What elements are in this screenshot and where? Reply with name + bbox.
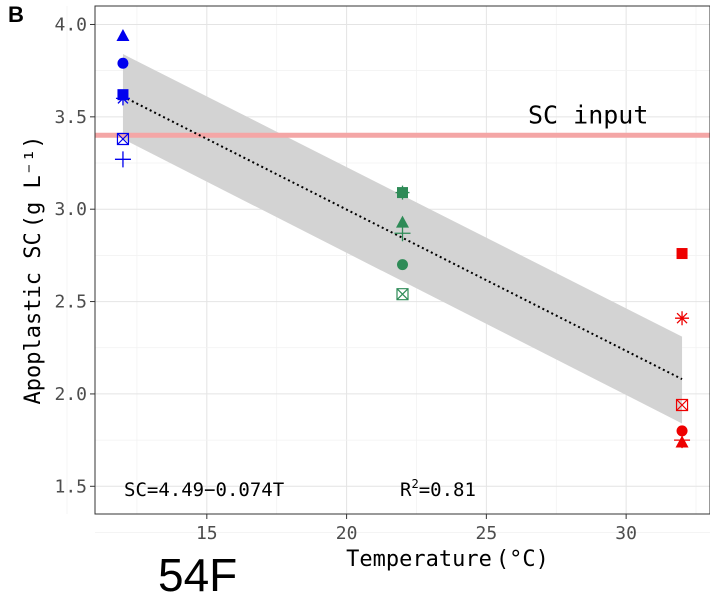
x-tick-label: 30 <box>615 523 637 544</box>
data-point-asterisk <box>395 185 410 200</box>
r-squared-symbol: R <box>400 479 412 501</box>
data-point-circle <box>117 57 129 69</box>
x-tick-label: 25 <box>476 523 498 544</box>
y-tick-label: 1.5 <box>54 476 87 497</box>
y-tick-label: 3.0 <box>54 199 87 220</box>
data-point-plus <box>394 225 411 242</box>
data-point-triangle <box>396 215 409 228</box>
data-point-circle <box>676 425 688 437</box>
data-point-asterisk <box>675 311 690 326</box>
sc-input-label: SC input <box>528 100 648 129</box>
data-point-boxed-x <box>116 132 130 146</box>
r-squared-value: =0.81 <box>419 479 476 501</box>
regression-equation: SC=4.49−0.074T <box>124 479 284 501</box>
y-tick-label: 3.5 <box>54 107 87 128</box>
data-point-triangle <box>675 435 689 448</box>
data-point-boxed-x <box>396 288 409 301</box>
y-tick-label: 2.5 <box>54 292 87 313</box>
y-axis-title-text: Apoplastic SC <box>21 232 46 404</box>
r-squared-label: R2=0.81 <box>400 477 476 501</box>
data-point-circle <box>397 259 408 271</box>
y-axis-title: Apoplastic SC (g L⁻¹) <box>21 136 46 405</box>
figure-label: 54F <box>158 549 238 601</box>
x-tick-label: 15 <box>196 523 218 544</box>
data-point-boxed-x <box>675 398 689 412</box>
data-point-plus <box>114 151 131 168</box>
y-tick-label: 4.0 <box>54 14 87 35</box>
x-axis-title: Temperature (°C) <box>346 547 549 572</box>
data-points <box>114 29 691 449</box>
data-point-asterisk <box>115 91 130 106</box>
panel-label: B <box>8 2 24 27</box>
x-axis-title-text: Temperature <box>346 547 492 572</box>
data-point-triangle <box>116 29 130 42</box>
y-axis-unit: (g L⁻¹) <box>21 136 46 229</box>
axes: 15 20 25 30 1.5 2.0 2.5 3.0 3.5 4.0 <box>54 14 636 544</box>
y-tick-label: 2.0 <box>54 384 87 405</box>
data-point-square <box>676 248 688 260</box>
plot-frame <box>94 5 710 515</box>
r-squared-exponent: 2 <box>411 477 418 491</box>
x-axis-unit: (°C) <box>496 547 549 572</box>
x-tick-label: 20 <box>336 523 358 544</box>
